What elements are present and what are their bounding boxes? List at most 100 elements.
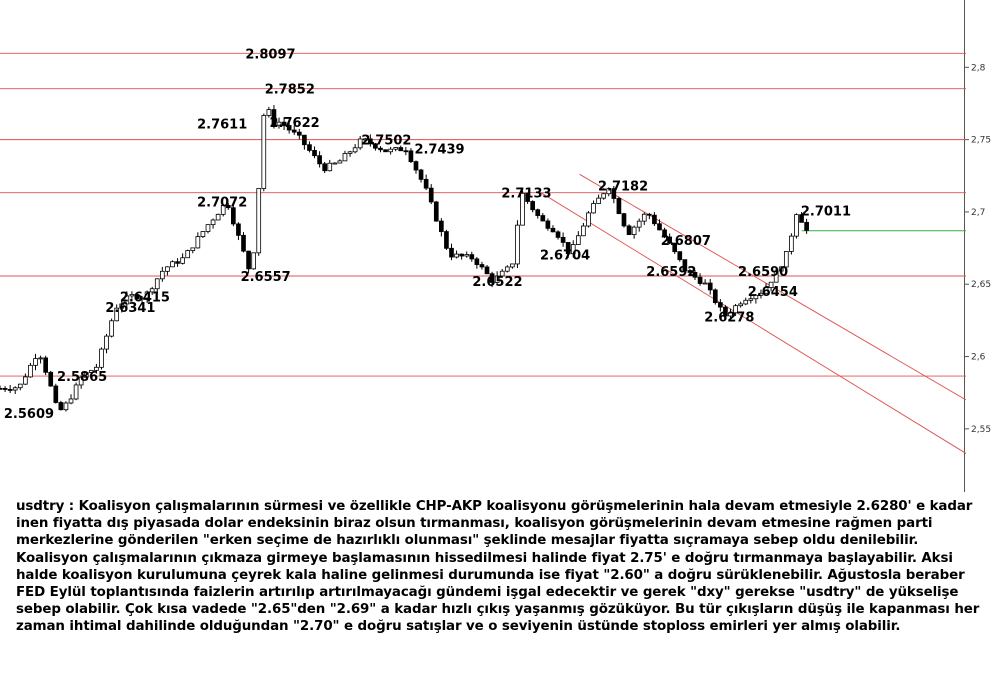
candle-body [23, 376, 28, 385]
candle-body [94, 366, 99, 371]
channel-line [540, 192, 967, 454]
candle-body [687, 270, 693, 273]
candle-body [342, 153, 348, 162]
candle-body [433, 201, 439, 222]
candle-body [596, 197, 601, 204]
candle-body [499, 270, 505, 277]
price-level-label: 2.7611 [197, 118, 247, 133]
candle-body [246, 250, 251, 270]
candle-body [352, 147, 358, 153]
candle-body [383, 149, 388, 153]
price-level-label: 2.6590 [738, 265, 788, 280]
candle-body [672, 242, 678, 253]
candle-body [154, 278, 160, 290]
candle-body [794, 214, 799, 237]
candle-body [773, 270, 779, 283]
candle-body [601, 193, 607, 199]
candle-body [332, 162, 338, 165]
price-level-label: 2.6341 [105, 301, 155, 316]
candle-body [718, 302, 723, 308]
candle-body [241, 234, 246, 252]
candle-body [697, 276, 703, 284]
candle-body [144, 291, 150, 299]
price-level-label: 2.6704 [540, 249, 590, 264]
candle-body [291, 129, 297, 133]
candle-body [626, 225, 632, 235]
y-tick-label: 2,75 [971, 136, 991, 146]
candle-body [418, 169, 424, 180]
candle-body [373, 143, 378, 149]
candle-body [317, 155, 322, 165]
candle-body [728, 312, 733, 317]
price-level-label: 2.6522 [472, 275, 522, 290]
price-level-labels: 2.8097 2.7852 2.7611 2.7622 2.7502 2.7072 2.74… [4, 47, 851, 422]
candle-body [175, 261, 180, 264]
candle-body [738, 303, 743, 307]
candle-body [185, 250, 191, 259]
candle-body [2, 388, 8, 390]
candle-body [428, 187, 434, 203]
candle-body [682, 259, 688, 271]
candle-body [510, 263, 515, 268]
candle-body [748, 298, 754, 301]
candle-body [357, 138, 363, 149]
candle-body [12, 387, 18, 391]
candle-body [545, 220, 551, 229]
candle-body [469, 254, 475, 260]
plot-background [0, 0, 964, 492]
candle-body [104, 335, 109, 350]
candle-body [17, 383, 23, 389]
candle-body [180, 257, 185, 264]
price-level-label: 2.6454 [748, 285, 798, 300]
y-tick-label: 2,85 [971, 0, 991, 1]
candle-body [276, 121, 282, 126]
candle-body [575, 235, 581, 245]
candle-body [489, 273, 495, 283]
candle-body [484, 266, 490, 275]
candle-body [677, 251, 683, 261]
market-commentary: usdtry : Koalisyon çalışmalarının sürmes… [16, 499, 980, 635]
candle-body [200, 231, 206, 237]
candle-body [296, 131, 302, 136]
candle-body [367, 138, 373, 145]
candle-body [733, 305, 738, 314]
candle-body [170, 261, 175, 268]
y-tick-label: 2,65 [971, 280, 991, 290]
candle-body [83, 372, 89, 378]
candle-body [408, 150, 414, 163]
candle-body [423, 178, 429, 189]
candle-body [753, 294, 759, 300]
candle-body [439, 220, 444, 232]
candle-body [160, 270, 165, 280]
candle-body [657, 223, 662, 231]
candle-body [565, 242, 571, 255]
candle-body [535, 209, 541, 216]
candle-body [165, 266, 170, 272]
candle-body [712, 289, 718, 304]
candle-body [134, 294, 140, 300]
price-level-label: 2.6807 [661, 234, 711, 249]
candle-body [707, 282, 713, 291]
candle-body [210, 219, 216, 226]
candle-body [743, 299, 749, 305]
candle-body [540, 215, 546, 222]
candle-body [550, 227, 556, 233]
candle-body [43, 357, 48, 373]
candle-body [398, 147, 404, 152]
candle-body [139, 297, 145, 300]
price-level-label: 2.7622 [270, 116, 320, 131]
candle-body [388, 148, 393, 153]
candle-body [7, 389, 13, 391]
candle-body [454, 253, 459, 258]
candle-body [231, 207, 236, 225]
candle-body [631, 226, 637, 235]
candle-body [362, 138, 368, 141]
candle-body [621, 213, 627, 227]
price-level-label: 2.6278 [704, 310, 754, 325]
price-level-label: 2.7133 [501, 187, 551, 202]
candle-body [271, 109, 277, 126]
y-tick-label: 2,8 [971, 63, 986, 73]
price-level-label: 2.7072 [197, 196, 247, 211]
candle-body [504, 266, 510, 272]
candle-body [225, 204, 231, 209]
